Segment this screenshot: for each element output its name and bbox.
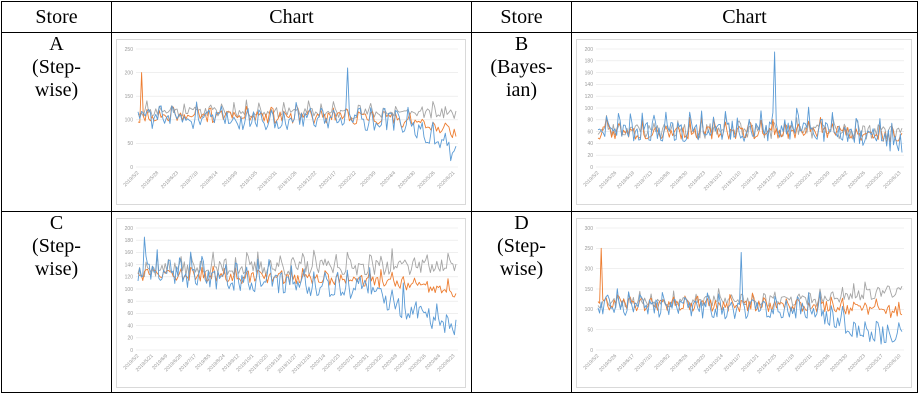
store-cell-c: C (Step- wise) [1,211,112,393]
store-method-line: (Bayes- [490,56,553,78]
y-tick-label: 200 [125,70,134,76]
y-tick-label: 100 [585,307,594,313]
store-method-line: (Step- [497,235,546,257]
y-tick-label: 0 [590,348,593,354]
line-chart-store-c: 0204060801001201401601802002019/5/22019/… [116,218,466,388]
series-line-gray [137,99,457,120]
series-line-orange [137,265,457,298]
store-method-line: (Step- [32,235,81,257]
y-tick-label: 200 [585,266,594,272]
line-chart-store-d: 0501001502002503002019/5/22019/5/262019/… [576,218,912,388]
store-letter: B [514,33,529,55]
chart-frame [116,39,466,205]
y-tick-label: 250 [125,47,134,53]
header-chart-2: Chart [571,1,918,33]
y-tick-label: 50 [587,327,593,333]
y-tick-label: 100 [585,106,594,112]
store-cell-a: A (Step- wise) [1,32,112,212]
store-cell-d: D (Step- wise) [471,211,572,393]
y-tick-label: 60 [587,129,593,135]
store-method-line: wise) [34,258,79,280]
y-tick-label: 80 [127,299,133,305]
y-tick-label: 160 [585,70,594,76]
y-tick-label: 300 [585,226,594,232]
y-tick-label: 50 [127,141,133,147]
chart-cell-d: 0 50 100 150 200 250 300 2019/5/2 2019/5/26 2019/… [571,211,918,393]
y-tick-label: 250 [585,246,594,252]
y-tick-label: 180 [125,238,134,244]
store-cell-b: B (Bayes- ian) [471,32,572,212]
y-tick-label: 200 [125,226,134,232]
y-tick-label: 100 [125,118,134,124]
series-line-blue [597,51,903,153]
chart-cell-a: 0 50 100 150 200 250 2019/5/2 2019/5/28 2019/6/2… [111,32,472,212]
y-tick-label: 180 [585,59,594,65]
y-tick-label: 0 [590,165,593,171]
y-tick-label: 0 [130,165,133,171]
y-tick-label: 140 [585,82,594,88]
store-letter: C [49,212,64,234]
store-letter: D [514,212,529,234]
table-row: A (Step- wise) 0 50 100 150 200 250 2019/5/2 20… [1,32,918,212]
y-tick-label: 80 [587,118,593,124]
header-store-2: Store [471,1,572,33]
y-tick-label: 120 [125,275,134,281]
header-chart-1: Chart [111,1,472,33]
store-method-line: wise) [499,258,544,280]
header-store-1: Store [1,1,112,33]
y-tick-label: 40 [587,141,593,147]
header-row: Store Chart Store Chart [1,1,918,33]
y-tick-label: 60 [127,311,133,317]
table-row: C (Step- wise) 0 20 40 60 80 100 120 140 160 180 2… [1,211,918,393]
y-tick-label: 160 [125,250,134,256]
y-tick-label: 20 [587,153,593,159]
y-tick-label: 20 [127,336,133,342]
series-line-blue [137,236,457,336]
store-method-line: (Step- [32,56,81,78]
store-method-line: ian) [505,79,538,101]
y-tick-label: 0 [130,348,133,354]
y-tick-label: 100 [125,287,134,293]
y-tick-label: 200 [585,47,594,53]
store-letter: A [49,33,64,55]
y-tick-label: 150 [585,287,594,293]
series-line-blue [597,251,903,345]
y-tick-label: 120 [585,94,594,100]
y-tick-label: 140 [125,262,134,268]
chart-cell-c: 0 20 40 60 80 100 120 140 160 180 200 2019/5/2 2019/… [111,211,472,393]
y-tick-label: 150 [125,94,134,100]
chart-cell-b: 0 20 40 60 80 100 120 140 160 180 200 2019/5/2 2019/… [571,32,918,212]
chart-frame [116,218,466,388]
line-chart-store-b: 0204060801001201401601802002019/5/22019/… [576,39,912,205]
series-line-blue [137,67,457,162]
store-method-line: wise) [34,79,79,101]
y-tick-label: 40 [127,323,133,329]
